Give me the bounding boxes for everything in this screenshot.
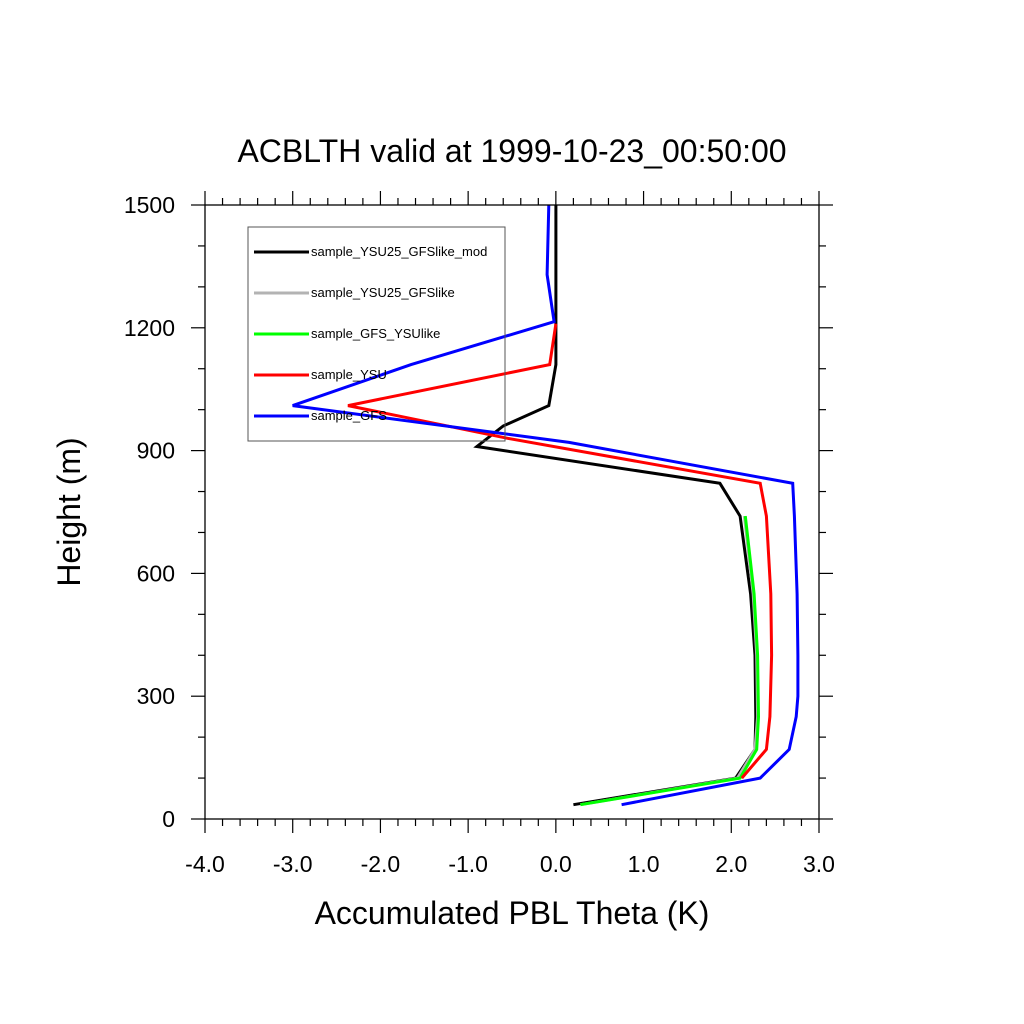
y-tick-label: 300 (137, 683, 175, 709)
x-tick-label: -2.0 (361, 851, 401, 877)
y-tick-label: 1500 (124, 192, 175, 218)
series-line-0 (473, 205, 758, 807)
legend-label-3: sample_YSU (311, 367, 387, 382)
y-tick-label: 0 (162, 806, 175, 832)
legend-label-4: sample_GFS (311, 408, 387, 423)
y-tick-label: 1200 (124, 315, 175, 341)
legend-label-0: sample_YSU25_GFSlike_mod (311, 244, 487, 259)
plot-frame (204, 204, 820, 820)
y-tick-label: 600 (137, 560, 175, 586)
legend-label-2: sample_GFS_YSUlike (311, 326, 440, 341)
y-axis-label: Height (m) (51, 437, 87, 586)
chart-title: ACBLTH valid at 1999-10-23_00:50:00 (237, 133, 786, 169)
legend-box (247, 226, 506, 442)
x-tick-label: -1.0 (448, 851, 488, 877)
series-layer (292, 204, 800, 807)
x-tick-label: -4.0 (185, 851, 225, 877)
x-tick-label: 1.0 (628, 851, 660, 877)
series-line-1 (580, 515, 760, 807)
legend: sample_YSU25_GFSlike_mod sample_YSU25_GFS… (247, 226, 506, 442)
series-line-3 (347, 323, 774, 780)
series-line-2 (580, 515, 761, 807)
legend-label-1: sample_YSU25_GFSlike (311, 285, 455, 300)
y-tick-label: 900 (137, 438, 175, 464)
axes: -4.0 -3.0 -2.0 -1.0 0.0 1.0 2.0 3.0 0 300 600 900 12… (124, 191, 835, 877)
x-tick-label: 2.0 (715, 851, 747, 877)
series-line-4 (292, 204, 800, 807)
x-tick-label: -3.0 (273, 851, 313, 877)
x-tick-label: 0.0 (540, 851, 572, 877)
x-axis-label: Accumulated PBL Theta (K) (315, 895, 710, 931)
x-tick-label: 3.0 (803, 851, 835, 877)
